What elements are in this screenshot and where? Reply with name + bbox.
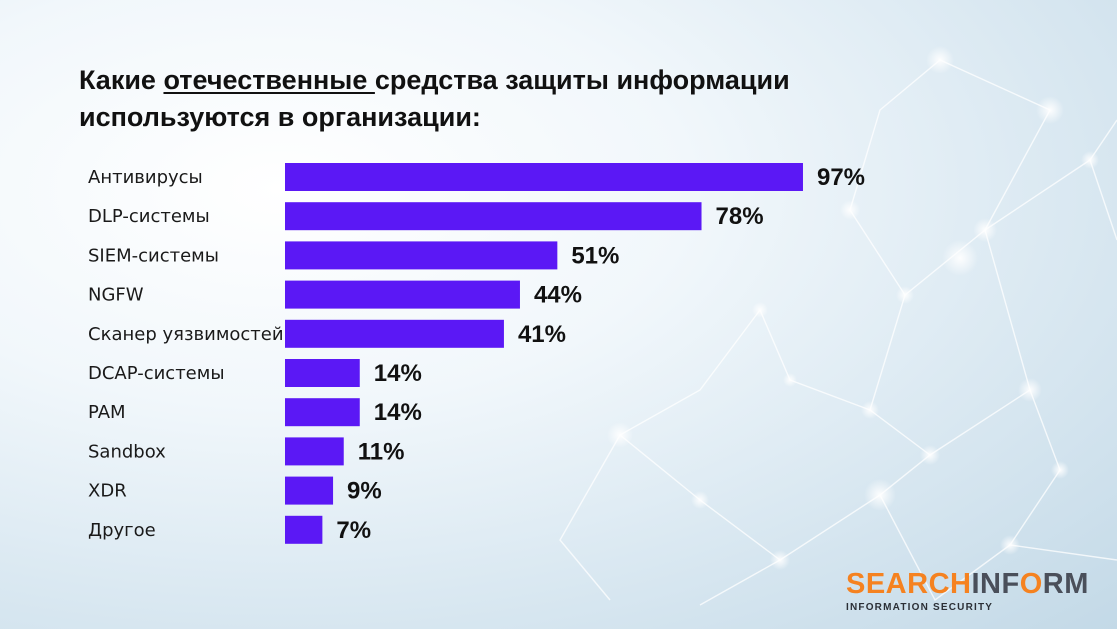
category-label: XDR [88, 481, 127, 502]
bar [285, 241, 558, 270]
bar [285, 280, 520, 309]
value-label: 14% [374, 399, 422, 426]
title-underlined-word: отечественные [163, 65, 375, 95]
value-label: 41% [518, 321, 566, 348]
bar [285, 319, 504, 348]
value-label: 7% [336, 517, 371, 544]
value-label: 14% [374, 360, 422, 387]
value-label: 9% [347, 478, 382, 505]
chart-title: Какие отечественные средства защиты инфо… [79, 62, 899, 136]
logo-part-inf: INF [971, 568, 1020, 600]
title-part-2: средства защиты информации используются … [79, 65, 790, 132]
bars-group: Антивирусы 97% DLP-системы 78% SIEM-системы 5… [88, 163, 865, 544]
bar [285, 163, 803, 191]
bar [285, 398, 360, 427]
category-label: SIEM-системы [88, 245, 219, 266]
value-label: 44% [534, 282, 582, 309]
value-label: 51% [571, 242, 619, 269]
category-label: PAM [88, 402, 126, 423]
value-label: 11% [358, 438, 405, 465]
category-label: Сканер уязвимостей [88, 324, 284, 345]
bar [285, 202, 702, 231]
category-label: NGFW [88, 285, 144, 306]
searchinform-logo: SEARCHINFORM INFORMATION SECURITY [846, 568, 1089, 613]
logo-tagline: INFORMATION SECURITY [846, 602, 994, 613]
bar [285, 359, 360, 387]
category-label: Антивирусы [88, 167, 203, 188]
bar [285, 476, 334, 505]
logo-part-rm: RM [1042, 568, 1089, 600]
value-label: 78% [716, 203, 764, 230]
category-label: Другое [88, 520, 156, 541]
bar [285, 515, 323, 544]
logo-part-search: SEARCH [846, 568, 972, 600]
category-label: DLP-системы [88, 206, 210, 227]
bar [285, 437, 344, 466]
category-label: DCAP-системы [88, 363, 225, 384]
title-part-1: Какие [79, 65, 164, 95]
value-label: 97% [817, 164, 865, 191]
logo-part-o: O [1019, 568, 1043, 600]
logo-wordmark: SEARCHINFORM [846, 568, 1089, 600]
category-label: Sandbox [88, 441, 166, 462]
